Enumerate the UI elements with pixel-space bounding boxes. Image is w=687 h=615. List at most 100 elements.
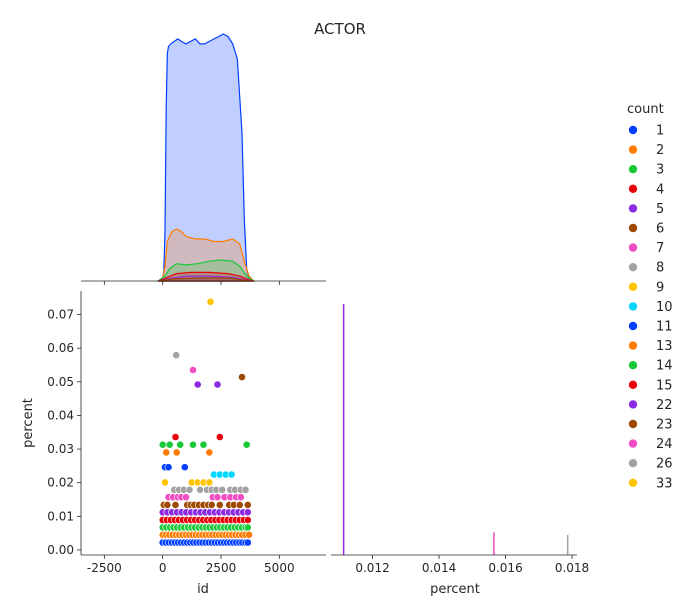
legend-marker-14 xyxy=(628,360,638,371)
scatter-point-66 xyxy=(243,508,252,517)
legend-label-5: 5 xyxy=(656,202,664,217)
scatter-point-13 xyxy=(196,485,204,494)
scatter-point-32 xyxy=(236,493,245,502)
scatter-point-189 xyxy=(243,523,252,532)
legend-marker-9 xyxy=(628,281,638,292)
scatter-x-tick-label-0: -2500 xyxy=(87,561,122,575)
legend-marker-11 xyxy=(628,321,638,331)
legend-marker-26 xyxy=(628,458,638,469)
scatter-point-188 xyxy=(245,530,253,539)
scatter-point-88 xyxy=(243,516,252,524)
legend-marker-8 xyxy=(628,262,638,273)
scatter-point-12 xyxy=(185,485,194,494)
scatter-point-175 xyxy=(158,440,167,449)
scatter-point-185 xyxy=(164,463,173,472)
scatter-y-tick-label-4: 0.04 xyxy=(47,408,74,422)
scatter-y-tick-label-3: 0.03 xyxy=(47,442,74,456)
legend-label-3: 3 xyxy=(656,163,664,178)
kde-percent-spikes xyxy=(342,304,569,555)
legend-marker-1 xyxy=(628,125,638,135)
scatter-point-173 xyxy=(171,433,180,441)
legend-label-7: 7 xyxy=(656,241,664,256)
kde-id-ticks xyxy=(103,281,280,285)
scatter-point-183 xyxy=(205,448,214,457)
legend-label-14: 14 xyxy=(656,359,673,374)
legend-label-26: 26 xyxy=(656,457,673,472)
scatter-y-tick-label-6: 0.06 xyxy=(47,341,74,355)
legend-marker-3 xyxy=(628,164,638,174)
scatter-point-3 xyxy=(227,470,236,479)
kde-percent-x-ticks: 0.012 0.014 0.016 0.018 xyxy=(355,555,589,575)
scatter-point-179 xyxy=(199,440,208,449)
scatter-point-187 xyxy=(243,538,252,547)
scatter-point-47 xyxy=(243,500,252,509)
kde-id-curve-1 xyxy=(157,228,256,282)
scatter-point-171 xyxy=(193,380,202,389)
kde-id-curve-2 xyxy=(156,259,256,282)
legend-label-9: 9 xyxy=(656,280,664,295)
scatter-x-tick-label-3: 5000 xyxy=(264,561,295,575)
legend-label-2: 2 xyxy=(656,143,664,158)
scatter-point-180 xyxy=(242,440,251,449)
scatter-point-177 xyxy=(176,440,185,449)
scatter-point-21 xyxy=(241,485,250,494)
legend-marker-24 xyxy=(628,438,638,449)
legend-label-13: 13 xyxy=(656,339,673,354)
scatter-point-182 xyxy=(172,448,181,457)
legend-label-33: 33 xyxy=(656,476,673,491)
legend-marker-10 xyxy=(628,301,638,312)
kde-id-curves xyxy=(156,33,256,282)
legend-marker-13 xyxy=(628,340,638,351)
scatter-point-42 xyxy=(207,500,216,509)
kde-percent-x-tick-label-3: 0.018 xyxy=(555,561,589,575)
kde-percent-x-label: percent xyxy=(430,582,480,597)
legend-marker-4 xyxy=(628,184,638,194)
scatter-x-label: id xyxy=(197,582,209,597)
scatter-point-186 xyxy=(180,463,189,472)
scatter-y-label: percent xyxy=(21,398,36,448)
scatter-point-167 xyxy=(206,297,215,306)
scatter-points xyxy=(158,297,253,547)
scatter-x-tick-label-2: 2500 xyxy=(206,561,237,575)
scatter-point-181 xyxy=(162,448,171,457)
legend-marker-5 xyxy=(628,203,638,214)
scatter-point-4 xyxy=(161,478,169,487)
scatter-point-17 xyxy=(218,485,227,494)
legend-label-22: 22 xyxy=(656,398,673,413)
scatter-point-34 xyxy=(163,500,172,509)
kde-id-panel xyxy=(81,33,326,285)
scatter-point-28 xyxy=(213,493,222,502)
scatter-x-tick-label-1: 0 xyxy=(159,561,167,575)
legend-label-4: 4 xyxy=(656,182,664,197)
scatter-point-172 xyxy=(213,380,222,389)
kde-percent-x-tick-label-2: 0.016 xyxy=(488,561,522,575)
legend-marker-33 xyxy=(628,477,638,488)
scatter-point-176 xyxy=(165,440,174,449)
legend-marker-15 xyxy=(628,379,638,390)
kde-percent-x-tick-label-0: 0.012 xyxy=(355,561,389,575)
legend-marker-7 xyxy=(628,242,638,253)
scatter-y-tick-label-5: 0.05 xyxy=(47,375,74,389)
scatter-y-tick-label-7: 0.07 xyxy=(47,308,74,322)
scatter-point-174 xyxy=(215,433,224,441)
scatter-point-178 xyxy=(189,440,197,449)
scatter-x-ticks: -2500 0 2500 5000 xyxy=(87,555,295,575)
legend-title: count xyxy=(627,102,664,117)
scatter-point-26 xyxy=(182,493,190,502)
legend-marker-22 xyxy=(628,399,638,410)
legend-marker-6 xyxy=(628,223,638,233)
legend-label-1: 1 xyxy=(656,124,664,139)
kde-percent-x-tick-label-1: 0.014 xyxy=(422,561,456,575)
scatter-y-ticks: 0.00 0.01 0.02 0.03 0.04 0.05 0.06 0.07 xyxy=(47,308,81,557)
scatter-y-tick-label-1: 0.01 xyxy=(47,509,74,523)
scatter-y-tick-label-2: 0.02 xyxy=(47,476,74,490)
kde-id-curve-0 xyxy=(157,33,254,282)
legend-label-6: 6 xyxy=(656,222,664,237)
scatter-panel: -2500 0 2500 5000 0.000.010.020.030.040.050… xyxy=(21,291,326,597)
scatter-point-43 xyxy=(215,500,224,509)
legend-label-15: 15 xyxy=(656,378,673,393)
legend-label-10: 10 xyxy=(656,300,673,315)
